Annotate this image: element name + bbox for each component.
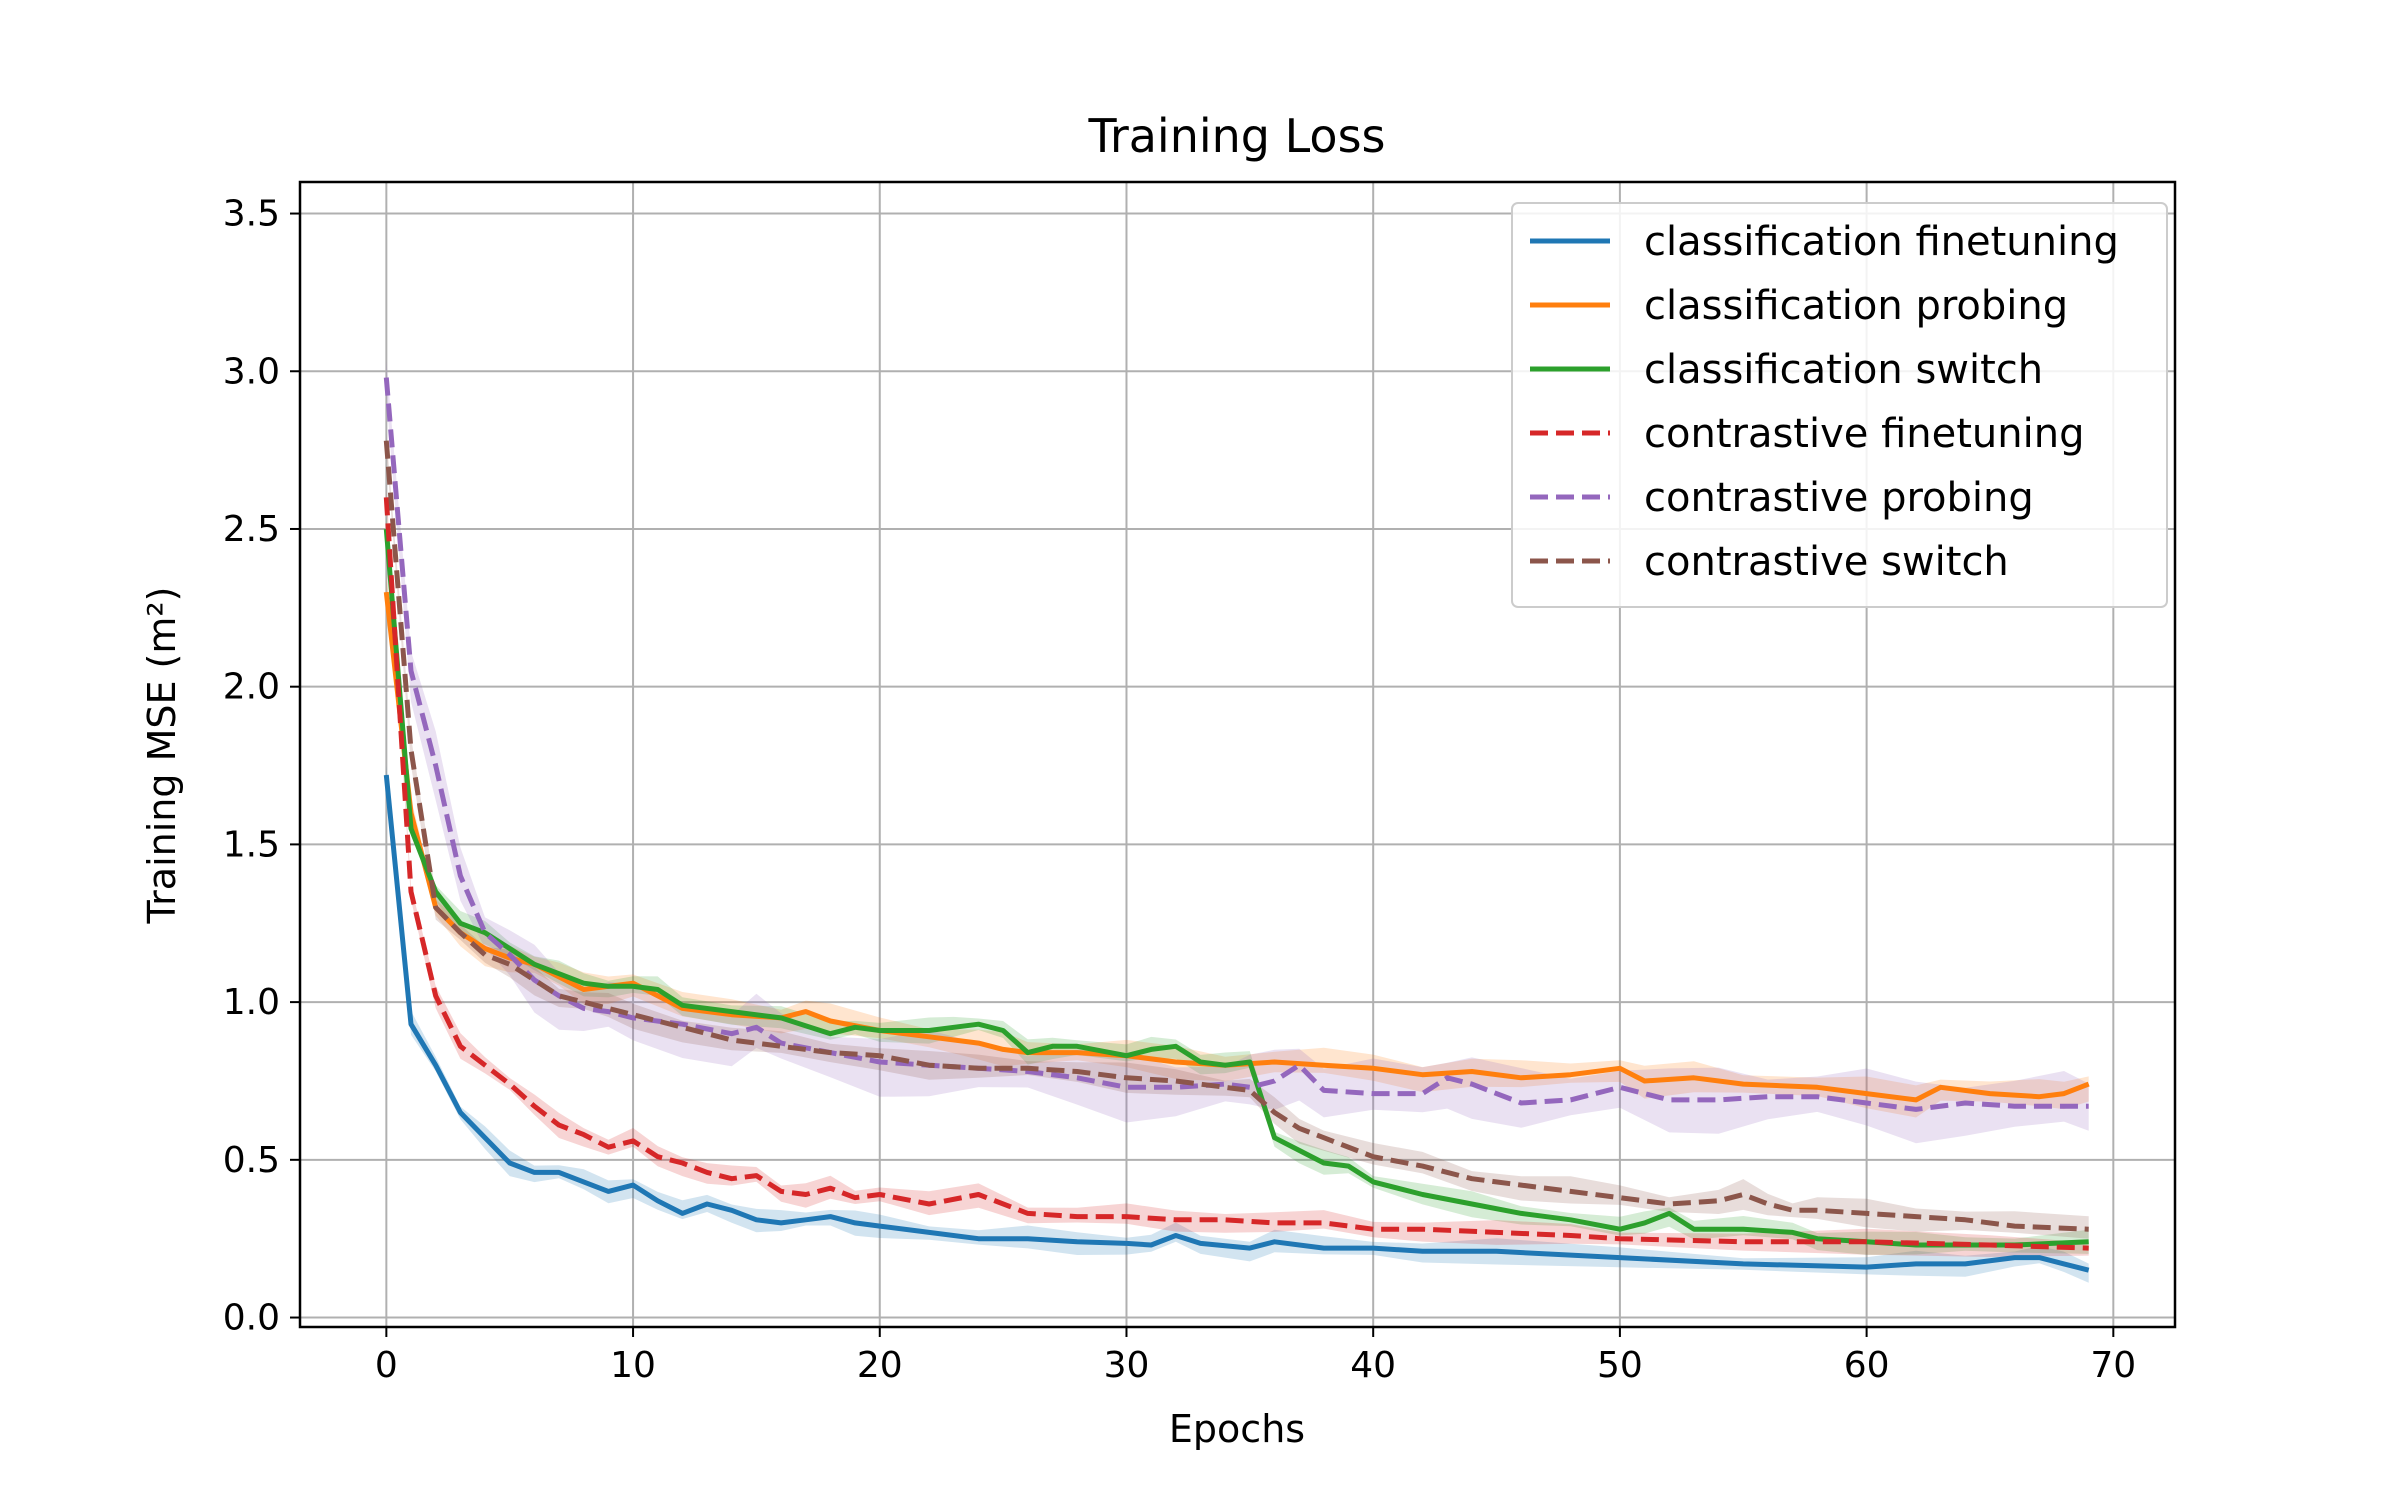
chart-title: Training Loss [1087, 109, 1385, 163]
y-tick-label: 1.5 [223, 824, 280, 865]
series-line [383, 528, 2089, 1248]
legend-label: contrastive switch [1644, 539, 2009, 585]
legend: classification finetuning classification … [1511, 202, 2168, 608]
x-tick-label: 60 [1844, 1345, 1890, 1386]
y-tick-label: 3.0 [223, 351, 280, 392]
x-tick-label: 70 [2090, 1345, 2136, 1386]
series-lines [383, 377, 2090, 1273]
x-tick-label: 10 [610, 1345, 656, 1386]
y-axis-label: Training MSE (m²) [140, 587, 184, 925]
legend-label: contrastive probing [1644, 475, 2034, 521]
x-tick-label: 40 [1350, 1345, 1396, 1386]
legend-label: classification probing [1644, 283, 2068, 329]
plot-frame [298, 180, 2177, 1329]
x-tick-label: 20 [857, 1345, 903, 1386]
x-tick-label: 30 [1104, 1345, 1150, 1386]
y-tick-label: 2.5 [223, 509, 280, 550]
series-line [383, 377, 2089, 1112]
y-tick-label: 2.0 [223, 667, 280, 708]
legend-label: classification finetuning [1644, 219, 2119, 265]
x-tick-label: 0 [375, 1345, 398, 1386]
y-tick-label: 1.0 [223, 982, 280, 1023]
legend-label: contrastive finetuning [1644, 411, 2085, 457]
series-line [383, 440, 2089, 1232]
x-axis-label: Epochs [1169, 1407, 1305, 1451]
legend-box [1511, 202, 2168, 608]
legend-label: classification switch [1644, 347, 2043, 393]
series-line [383, 591, 2090, 1103]
y-tick-label: 3.5 [223, 194, 280, 235]
x-tick-label: 50 [1597, 1345, 1643, 1386]
y-tick-label: 0.5 [223, 1140, 280, 1181]
series-line [383, 774, 2090, 1273]
axis-ticks: 0 10 20 30 40 50 60 70 0.0 0.5 1.0 1.5 2.0 2.5 3.0 3.5 [223, 194, 2136, 1386]
series-line [383, 497, 2089, 1251]
y-tick-label: 0.0 [223, 1298, 280, 1339]
